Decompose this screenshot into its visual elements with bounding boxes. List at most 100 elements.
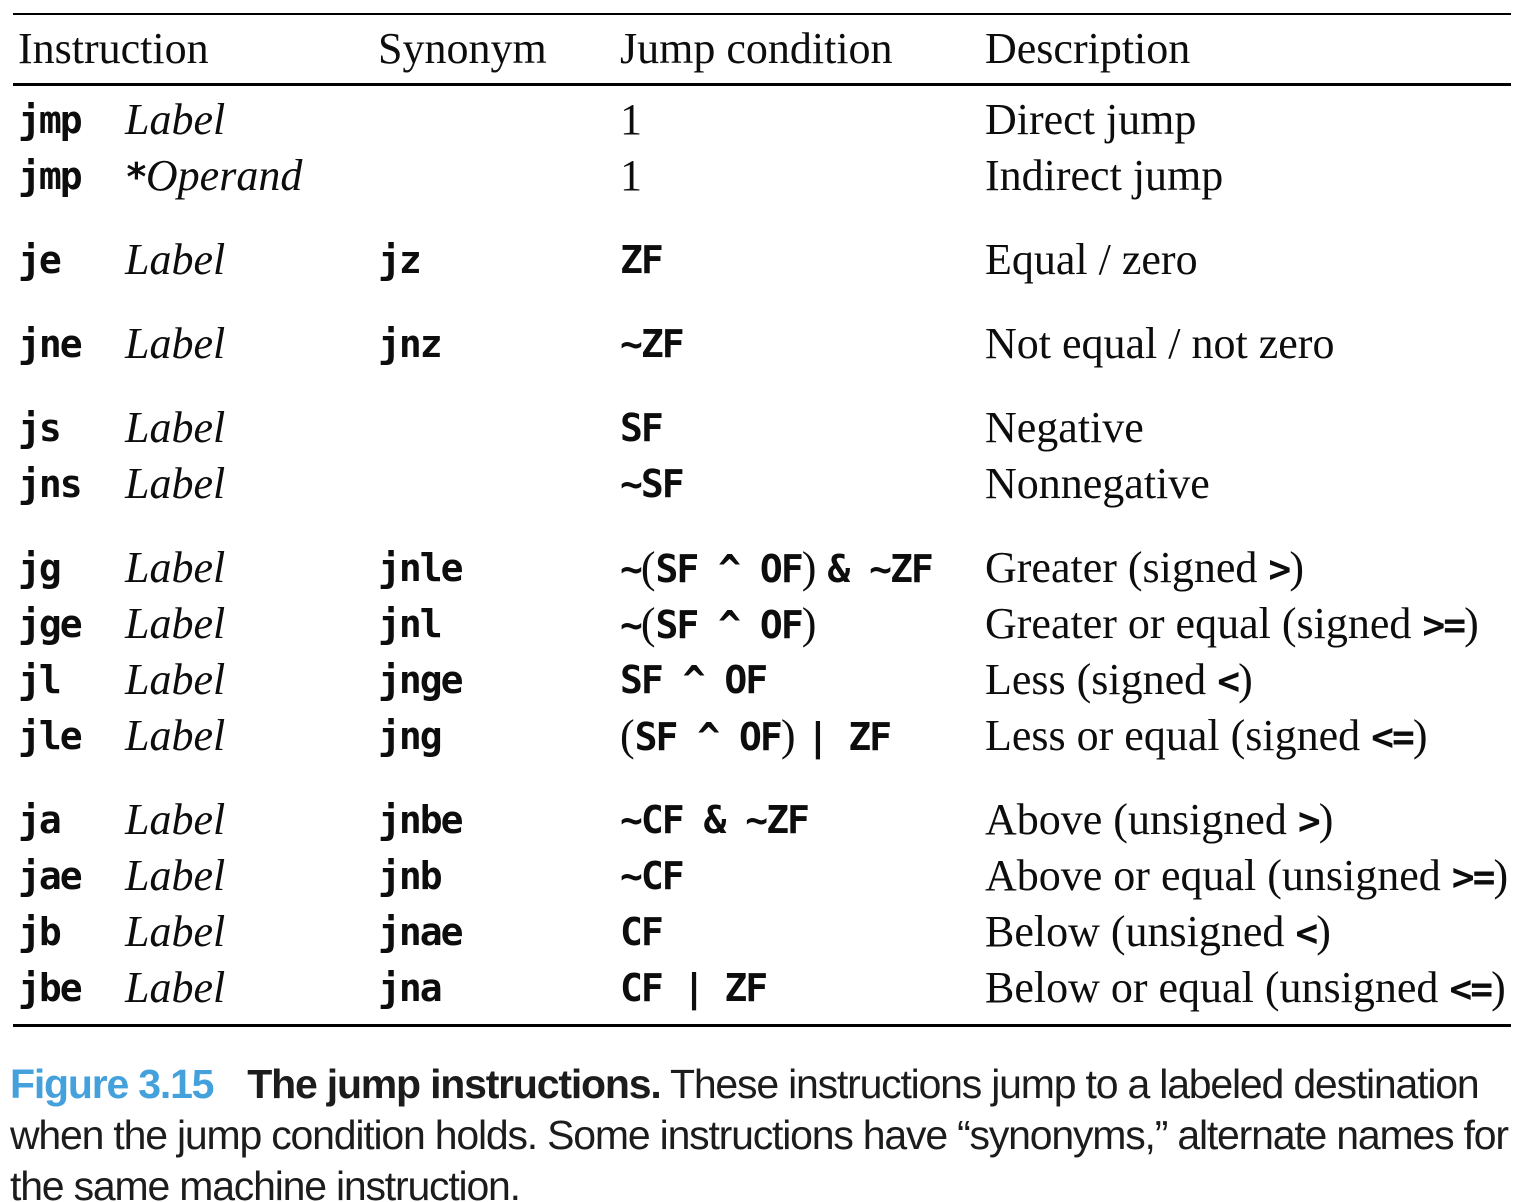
table-header-row: Instruction Synonym Jump condition Descr… <box>13 13 1511 86</box>
cell-jump-condition: ~(SF ^ OF) <box>620 599 817 648</box>
cell-operand: *Operand <box>125 151 303 200</box>
cell-jump-condition: SF <box>620 406 664 450</box>
table-row: jmp *Operand 1 Indirect jump <box>13 148 1511 204</box>
cell-synonym: jnbe <box>378 798 464 842</box>
cell-operand: Label <box>125 459 226 508</box>
cell-synonym: jnae <box>378 910 464 954</box>
cell-operand: Label <box>125 95 226 144</box>
header-instruction: Instruction <box>18 24 209 73</box>
header-synonym: Synonym <box>378 24 547 73</box>
cell-instruction: jmp <box>18 98 83 142</box>
cell-description: Below or equal (unsigned <=) <box>985 963 1506 1012</box>
row-group: jmp Label 1 Direct jump jmp *Operand 1 Indirect… <box>13 92 1511 204</box>
cell-description: Negative <box>985 403 1144 452</box>
cell-jump-condition: ~CF & ~ZF <box>620 798 810 842</box>
figure-3-15: Instruction Synonym Jump condition Descr… <box>0 13 1520 1202</box>
cell-operand: Label <box>125 403 226 452</box>
cell-instruction: jge <box>18 602 83 646</box>
caption-body: These instructions jump to a labeled des… <box>10 1061 1509 1202</box>
cell-description: Direct jump <box>985 95 1197 144</box>
cell-instruction: jl <box>18 658 62 702</box>
cell-instruction: jg <box>18 546 62 590</box>
row-group: je Label jz ZF Equal / zero <box>13 232 1511 288</box>
table-row: js Label SF Negative <box>13 400 1511 456</box>
cell-synonym: jna <box>378 966 443 1010</box>
cell-jump-condition: ~SF <box>620 462 685 506</box>
cell-synonym <box>378 148 620 214</box>
cell-operand: Label <box>125 907 226 956</box>
cell-synonym: jnge <box>378 658 464 702</box>
cell-instruction: jns <box>18 462 83 506</box>
cell-instruction: jae <box>18 854 83 898</box>
cell-synonym: jnl <box>378 602 443 646</box>
cell-operand: Label <box>125 543 226 592</box>
figure-label: Figure 3.15 <box>10 1061 214 1107</box>
table-row: jae Label jnb ~CF Above or equal (unsigned >… <box>13 848 1511 904</box>
cell-jump-condition: SF ^ OF <box>620 658 768 702</box>
cell-operand: Label <box>125 963 226 1012</box>
row-group: ja Label jnbe ~CF & ~ZF Above (unsigned >) ja… <box>13 792 1511 1016</box>
cell-description: Indirect jump <box>985 151 1224 200</box>
table-row: jbe Label jna CF | ZF Below or equal (unsign… <box>13 960 1511 1016</box>
cell-instruction: jle <box>18 714 83 758</box>
cell-jump-condition: ZF <box>620 238 664 282</box>
cell-description: Greater (signed >) <box>985 543 1304 592</box>
cell-jump-condition: (SF ^ OF) | ZF <box>620 711 892 760</box>
cell-jump-condition: 1 <box>620 151 642 200</box>
table-row: jg Label jnle ~(SF ^ OF) & ~ZF Greater (sign… <box>13 540 1511 596</box>
cell-description: Nonnegative <box>985 459 1210 508</box>
cell-instruction: ja <box>18 798 62 842</box>
header-jump-condition: Jump condition <box>620 24 893 73</box>
cell-jump-condition: ~(SF ^ OF) & ~ZF <box>620 543 934 592</box>
table-row: jne Label jnz ~ZF Not equal / not zero <box>13 316 1511 372</box>
cell-description: Above (unsigned >) <box>985 795 1334 844</box>
table-row: jle Label jng (SF ^ OF) | ZF Less or equal (… <box>13 708 1511 764</box>
table-row: jns Label ~SF Nonnegative <box>13 456 1511 512</box>
caption-title: The jump instructions. <box>247 1061 661 1107</box>
cell-description: Less or equal (signed <=) <box>985 711 1428 760</box>
table-row: jb Label jnae CF Below (unsigned <) <box>13 904 1511 960</box>
table-row: jge Label jnl ~(SF ^ OF) Greater or equal (s… <box>13 596 1511 652</box>
table-row: ja Label jnbe ~CF & ~ZF Above (unsigned >) <box>13 792 1511 848</box>
table-row: jl Label jnge SF ^ OF Less (signed <) <box>13 652 1511 708</box>
cell-synonym: jnle <box>378 546 464 590</box>
cell-synonym: jnz <box>378 322 443 366</box>
cell-operand: Label <box>125 711 226 760</box>
header-description: Description <box>985 24 1191 73</box>
jump-instructions-table: Instruction Synonym Jump condition Descr… <box>13 13 1511 1027</box>
cell-synonym: jng <box>378 714 443 758</box>
table-row: je Label jz ZF Equal / zero <box>13 232 1511 288</box>
cell-operand: Label <box>125 235 226 284</box>
cell-instruction: je <box>18 238 62 282</box>
cell-instruction: jbe <box>18 966 83 1010</box>
cell-operand: Label <box>125 655 226 704</box>
cell-description: Less (signed <) <box>985 655 1253 704</box>
table-body: jmp Label 1 Direct jump jmp *Operand 1 Indirect… <box>13 86 1511 1027</box>
cell-jump-condition: 1 <box>620 95 642 144</box>
cell-instruction: jmp <box>18 154 83 198</box>
cell-description: Not equal / not zero <box>985 319 1335 368</box>
row-group: js Label SF Negative jns Label ~SF Nonnegative <box>13 400 1511 512</box>
cell-operand: Label <box>125 795 226 844</box>
cell-instruction: jb <box>18 910 62 954</box>
cell-synonym: jnb <box>378 854 443 898</box>
row-group: jne Label jnz ~ZF Not equal / not zero <box>13 316 1511 372</box>
cell-jump-condition: ~ZF <box>620 322 685 366</box>
cell-operand: Label <box>125 599 226 648</box>
cell-jump-condition: CF <box>620 910 664 954</box>
cell-description: Below (unsigned <) <box>985 907 1331 956</box>
row-group: jg Label jnle ~(SF ^ OF) & ~ZF Greater (sign… <box>13 540 1511 764</box>
cell-jump-condition: CF | ZF <box>620 966 768 1010</box>
cell-operand: Label <box>125 851 226 900</box>
cell-description: Greater or equal (signed >=) <box>985 599 1479 648</box>
cell-description: Equal / zero <box>985 235 1198 284</box>
cell-instruction: js <box>18 406 62 450</box>
table-row: jmp Label 1 Direct jump <box>13 92 1511 148</box>
cell-operand: Label <box>125 319 226 368</box>
cell-synonym: jz <box>378 238 422 282</box>
cell-instruction: jne <box>18 322 83 366</box>
cell-description: Above or equal (unsigned >=) <box>985 851 1509 900</box>
cell-jump-condition: ~CF <box>620 854 685 898</box>
figure-caption: Figure 3.15 The jump instructions. These … <box>10 1059 1516 1202</box>
cell-synonym <box>378 456 620 522</box>
